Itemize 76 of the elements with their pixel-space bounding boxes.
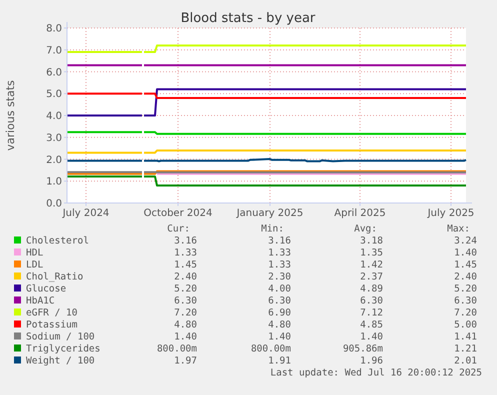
text: 1.45 [454, 259, 477, 270]
text: Max: [447, 223, 470, 234]
legend-label: Triglycerides [26, 343, 100, 354]
y-tick-label: 7.0 [46, 45, 62, 56]
text: 4.80 [268, 319, 292, 330]
text: 1.35 [360, 247, 383, 258]
text: 1.40 [454, 247, 478, 258]
text: 1.45 [174, 259, 197, 270]
text: 1.91 [268, 355, 292, 366]
text: 3.24 [454, 235, 478, 246]
text: 2.40 [454, 271, 478, 282]
text: 4.00 [268, 283, 292, 294]
text: 2.30 [268, 271, 292, 282]
text: 1.41 [454, 331, 478, 342]
legend-label: Glucose [26, 283, 66, 294]
x-tick-label: January 2025 [236, 208, 304, 219]
text: 3.16 [268, 235, 292, 246]
y-axis-title: various stats [4, 80, 17, 151]
text: 1.33 [268, 259, 291, 270]
text: 5.20 [454, 283, 478, 294]
legend-label: eGFR / 10 [26, 307, 78, 318]
text: 2.40 [174, 271, 198, 282]
text: 4.80 [174, 319, 198, 330]
text: 6.90 [268, 307, 292, 318]
text: 7.20 [454, 307, 478, 318]
text: 1.97 [174, 355, 197, 366]
text: 1.96 [360, 355, 384, 366]
legend-label: Cholesterol [26, 235, 89, 246]
legend-label: HDL [26, 247, 44, 258]
text: 6.30 [174, 295, 198, 306]
text: Avg: [354, 223, 377, 234]
legend-label: Weight / 100 [26, 355, 95, 366]
text: 6.30 [454, 295, 478, 306]
text: Min: [261, 223, 284, 234]
legend-label: Chol_Ratio [26, 271, 84, 282]
text: 1.42 [360, 259, 383, 270]
text: 4.89 [360, 283, 384, 294]
text: 4.85 [360, 319, 383, 330]
text: 3.18 [360, 235, 384, 246]
text: 1.40 [268, 331, 292, 342]
text: 1.33 [268, 247, 291, 258]
x-tick-label: July 2025 [426, 208, 474, 219]
x-tick-label: April 2025 [334, 208, 386, 219]
chart-title: Blood stats - by year [180, 11, 316, 26]
y-tick-label: 4.0 [46, 111, 62, 122]
text: 6.30 [268, 295, 292, 306]
text: 2.37 [360, 271, 383, 282]
text: 800.00m [156, 343, 198, 354]
text: 2.01 [454, 355, 478, 366]
legend-label: HbA1C [26, 295, 55, 306]
legend-label: Sodium / 100 [26, 331, 95, 342]
text: 7.12 [360, 307, 383, 318]
y-tick-label: 0.0 [46, 198, 62, 210]
text: 5.20 [174, 283, 198, 294]
text: 1.21 [454, 343, 478, 354]
text: 3.16 [174, 235, 198, 246]
y-tick-label: 2.0 [46, 154, 62, 166]
text: 1.40 [174, 331, 198, 342]
text: 1.40 [360, 331, 384, 342]
text: 905.86m [342, 343, 384, 354]
x-tick-label: October 2024 [144, 208, 212, 219]
x-tick-label: July 2024 [62, 208, 110, 219]
y-tick-label: 1.0 [46, 176, 62, 188]
y-tick-label: 8.0 [46, 24, 62, 34]
text: 800.00m [250, 343, 292, 354]
text: Last update: Wed Jul 16 20:00:12 2025 [270, 367, 482, 378]
text: Cur: [167, 223, 190, 234]
text: 5.00 [454, 319, 478, 330]
text: 1.33 [174, 247, 197, 258]
legend-label: LDL [26, 259, 44, 270]
text: 7.20 [174, 307, 198, 318]
text: 6.30 [360, 295, 384, 306]
y-tick-label: 6.0 [46, 67, 62, 78]
legend-label: Potassium [26, 319, 78, 330]
y-tick-label: 5.0 [46, 89, 62, 100]
y-tick-label: 3.0 [46, 132, 62, 144]
